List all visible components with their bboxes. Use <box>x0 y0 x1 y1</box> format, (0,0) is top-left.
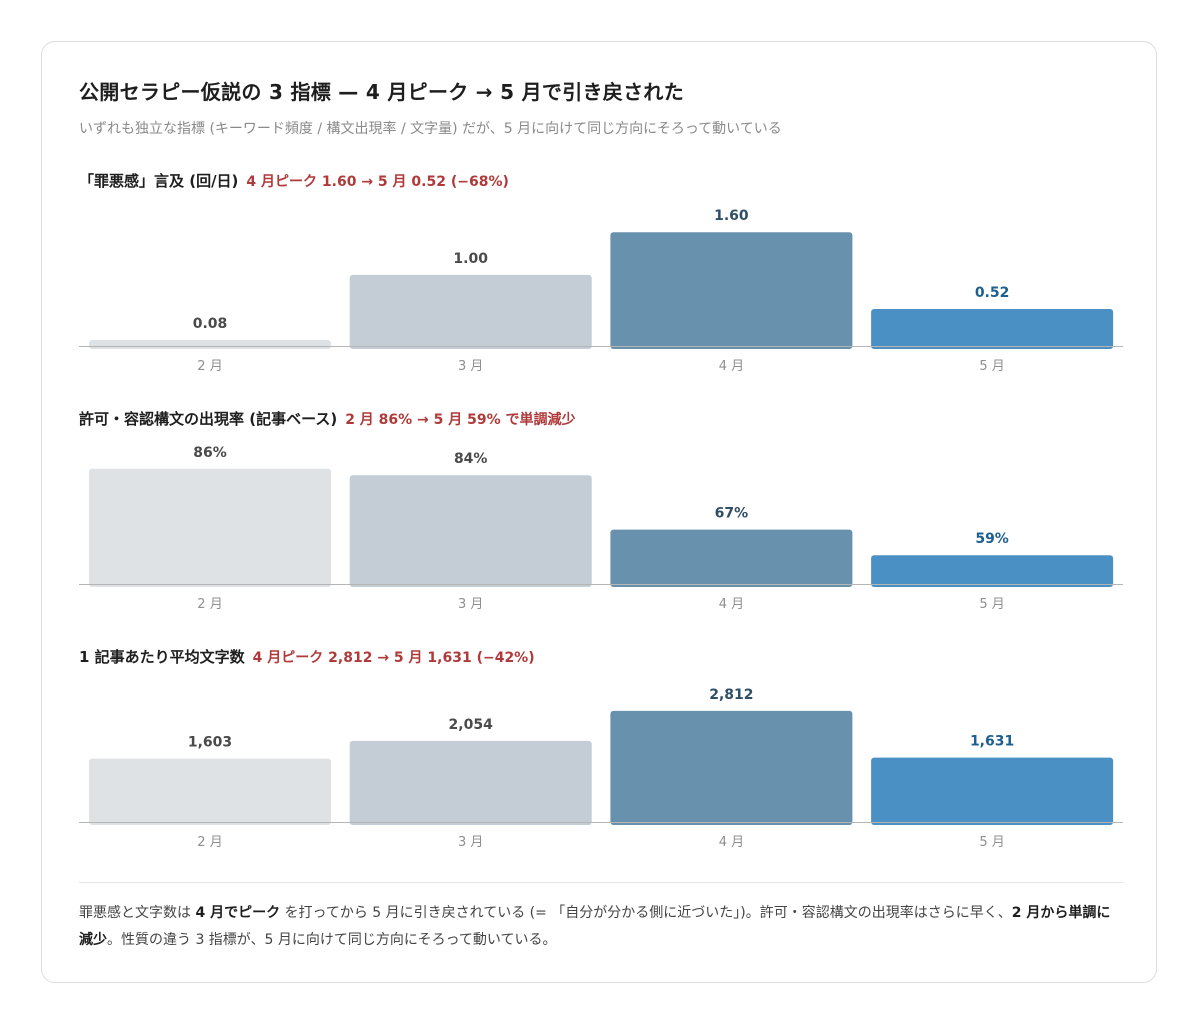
bar <box>610 232 853 349</box>
footer-text: 罪悪感と文字数は 4 月でピーク を打ってから 5 月に引き戻されている (= … <box>79 900 1123 954</box>
footer-emphasis: 2 月から単調に減少 <box>79 905 1111 948</box>
bar-value-label: 1,603 <box>188 735 232 751</box>
x-tick-label: 2 月 <box>197 835 222 850</box>
bar-chart-guilt: 0.08 2 月 1.00 3 月 1.60 4 月 0.52 5 月 <box>79 208 1123 374</box>
footer-text-part: を打ってから 5 月に引き戻されている (= 「自分が分かる側に近づいた」)。許… <box>280 905 1012 921</box>
section-title: 許可・容認構文の出現率 (記事ベース) <box>79 410 338 428</box>
section-header: 「罪悪感」言及 (回/日) 4 月ピーク 1.60 → 5 月 0.52 (−68… <box>79 170 509 191</box>
bar-value-label: 86% <box>193 445 227 461</box>
bar-value-label: 1.00 <box>453 251 488 267</box>
bar-value-label: 84% <box>454 451 488 467</box>
bar-chart-permission: 86% 2 月 84% 3 月 67% 4 月 59% 5 月 <box>79 445 1123 612</box>
bar <box>871 309 1114 349</box>
x-tick-label: 4 月 <box>719 597 744 612</box>
bar <box>89 340 331 349</box>
bar-value-label: 59% <box>975 531 1009 547</box>
x-tick-label: 5 月 <box>979 359 1004 374</box>
section-note: 4 月ピーク 2,812 → 5 月 1,631 (−42%) <box>252 650 535 666</box>
x-tick-label: 4 月 <box>719 835 744 850</box>
x-tick-label: 5 月 <box>979 597 1004 612</box>
bar-chart-length: 1,603 2 月 2,054 3 月 2,812 4 月 1,631 5 月 <box>79 687 1123 850</box>
section-title: 1 記事あたり平均文字数 <box>79 648 245 666</box>
x-tick-label: 3 月 <box>458 835 483 850</box>
bar <box>871 555 1114 587</box>
footer-emphasis: 4 月でピーク <box>195 905 281 921</box>
x-tick-label: 3 月 <box>458 597 483 612</box>
bar <box>89 758 331 825</box>
bar-value-label: 2,812 <box>709 687 753 703</box>
section-header: 1 記事あたり平均文字数 4 月ピーク 2,812 → 5 月 1,631 (−4… <box>79 646 535 667</box>
section-title: 「罪悪感」言及 (回/日) <box>79 172 239 190</box>
footer-divider <box>79 882 1123 883</box>
x-tick-label: 2 月 <box>197 597 222 612</box>
x-tick-label: 3 月 <box>458 359 483 374</box>
section-note: 2 月 86% → 5 月 59% で単調減少 <box>345 412 576 428</box>
bar-value-label: 67% <box>715 506 749 522</box>
bar <box>349 475 592 587</box>
bar <box>349 274 592 349</box>
bar <box>610 710 853 825</box>
bar <box>349 740 592 825</box>
bar-value-label: 0.52 <box>975 285 1010 301</box>
x-tick-label: 5 月 <box>979 835 1004 850</box>
bar <box>89 468 331 587</box>
bar <box>871 757 1114 825</box>
footer-text-part: 罪悪感と文字数は <box>79 905 196 921</box>
x-tick-label: 2 月 <box>197 359 222 374</box>
bar-value-label: 2,054 <box>449 717 494 733</box>
bar <box>610 529 853 587</box>
x-tick-label: 4 月 <box>719 359 744 374</box>
chart-card: 公開セラピー仮説の 3 指標 — 4 月ピーク → 5 月で引き戻された いずれ… <box>41 41 1157 983</box>
page-subtitle: いずれも独立な指標 (キーワード頻度 / 構文出現率 / 文字量) だが、5 月… <box>79 121 782 137</box>
page-title: 公開セラピー仮説の 3 指標 — 4 月ピーク → 5 月で引き戻された <box>79 80 685 104</box>
footer-text-part: 。性質の違う 3 指標が、5 月に向けて同じ方向にそろって動いている。 <box>107 932 557 948</box>
section-note: 4 月ピーク 1.60 → 5 月 0.52 (−68%) <box>246 174 509 190</box>
section-header: 許可・容認構文の出現率 (記事ベース) 2 月 86% → 5 月 59% で単調… <box>79 408 576 429</box>
bar-value-label: 1,631 <box>970 734 1014 750</box>
bar-value-label: 0.08 <box>193 316 228 332</box>
bar-value-label: 1.60 <box>714 208 749 224</box>
